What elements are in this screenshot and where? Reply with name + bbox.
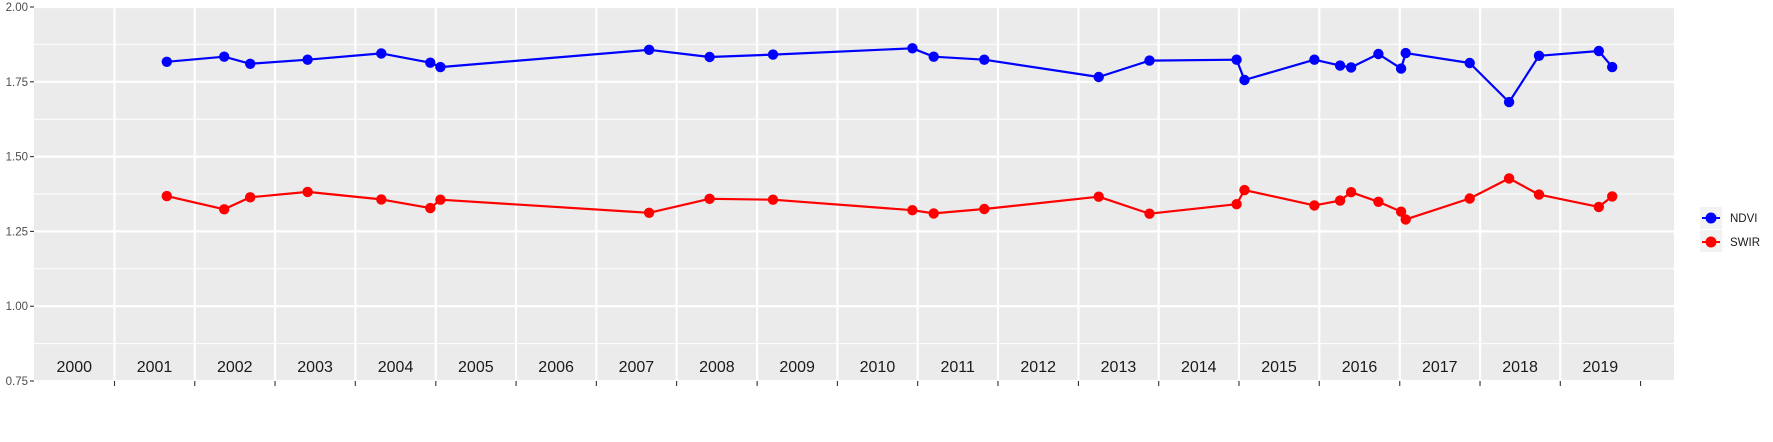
year-label: 2012 bbox=[1020, 359, 1056, 376]
y-tick-label: 1.75 bbox=[6, 77, 28, 89]
data-point-ndvi bbox=[376, 48, 387, 59]
data-point-swir bbox=[1309, 200, 1320, 211]
data-point-ndvi bbox=[1373, 48, 1384, 60]
data-point-ndvi bbox=[1334, 60, 1346, 71]
data-point-swir bbox=[1464, 193, 1475, 204]
year-label: 2011 bbox=[940, 359, 975, 376]
grid-lines bbox=[34, 5, 1674, 383]
data-point-ndvi bbox=[928, 51, 939, 62]
data-point-ndvi bbox=[979, 54, 990, 65]
data-point-swir bbox=[161, 190, 172, 202]
data-point-ndvi bbox=[435, 61, 446, 73]
data-point-ndvi bbox=[425, 57, 436, 68]
y-tick-label: 2.00 bbox=[6, 2, 28, 14]
data-point-swir bbox=[1093, 191, 1104, 202]
legend-marker-ndvi bbox=[1705, 212, 1717, 224]
y-tick-label: 1.50 bbox=[6, 152, 28, 164]
data-point-swir bbox=[1395, 206, 1407, 217]
data-point-swir bbox=[1503, 173, 1515, 184]
year-label: 2017 bbox=[1422, 359, 1458, 376]
data-point-ndvi bbox=[245, 58, 256, 69]
data-point-ndvi bbox=[1593, 45, 1605, 57]
data-point-swir bbox=[1400, 214, 1411, 225]
data-point-ndvi bbox=[704, 51, 715, 63]
data-point-swir bbox=[1231, 199, 1242, 210]
data-point-ndvi bbox=[1395, 63, 1407, 74]
data-point-ndvi bbox=[161, 56, 172, 67]
legend-label-swir: SWIR bbox=[1730, 237, 1760, 249]
data-point-ndvi bbox=[1093, 71, 1104, 83]
y-axis: 0.75 1.00 1.25 1.50 1.75 2.00 bbox=[6, 2, 1642, 388]
data-point-swir bbox=[767, 194, 779, 205]
y-tick-label: 0.75 bbox=[6, 376, 28, 388]
data-point-ndvi bbox=[219, 51, 230, 62]
data-point-swir bbox=[302, 186, 313, 198]
series-line-ndvi bbox=[166, 47, 1614, 104]
y-tick-label: 1.25 bbox=[6, 226, 28, 238]
data-point-swir bbox=[245, 192, 256, 203]
data-point-swir bbox=[1607, 191, 1618, 202]
year-label: 2019 bbox=[1583, 359, 1619, 376]
data-point-ndvi bbox=[643, 44, 655, 55]
data-point-swir bbox=[1345, 187, 1357, 198]
year-label: 2003 bbox=[297, 359, 333, 376]
data-point-swir bbox=[979, 203, 990, 215]
year-label: 2007 bbox=[619, 359, 655, 376]
data-point-ndvi bbox=[1239, 74, 1250, 86]
legend: NDVI SWIR bbox=[1700, 207, 1760, 252]
data-point-ndvi bbox=[1607, 61, 1618, 73]
year-label: 2005 bbox=[458, 359, 494, 376]
year-label: 2018 bbox=[1502, 359, 1538, 376]
year-label: 2000 bbox=[56, 359, 92, 376]
legend-marker-swir bbox=[1705, 236, 1717, 248]
year-label: 2010 bbox=[860, 359, 896, 376]
data-point-swir bbox=[1334, 195, 1346, 206]
data-point-ndvi bbox=[1533, 50, 1545, 61]
data-point-ndvi bbox=[1345, 62, 1357, 73]
data-point-ndvi bbox=[1144, 55, 1155, 66]
data-point-swir bbox=[1593, 201, 1605, 213]
data-point-swir bbox=[1373, 196, 1384, 207]
data-point-swir bbox=[907, 205, 918, 216]
y-tick-label: 1.00 bbox=[6, 301, 28, 313]
year-label: 2006 bbox=[538, 359, 574, 376]
year-label: 2002 bbox=[217, 359, 253, 376]
data-point-swir bbox=[435, 194, 446, 205]
year-label: 2009 bbox=[779, 359, 815, 376]
data-point-swir bbox=[704, 193, 715, 204]
year-label: 2013 bbox=[1101, 359, 1137, 376]
year-label: 2004 bbox=[378, 359, 414, 376]
data-point-ndvi bbox=[1309, 54, 1320, 65]
data-point-ndvi bbox=[1400, 47, 1411, 59]
data-point-ndvi bbox=[1231, 54, 1242, 65]
year-label: 2001 bbox=[137, 359, 173, 376]
data-point-swir bbox=[219, 204, 230, 215]
data-point-swir bbox=[1533, 189, 1545, 200]
data-point-ndvi bbox=[907, 43, 918, 54]
data-point-ndvi bbox=[1464, 57, 1475, 69]
data-point-ndvi bbox=[1503, 96, 1515, 108]
year-label: 2008 bbox=[699, 359, 735, 376]
data-point-ndvi bbox=[302, 54, 313, 65]
data-point-swir bbox=[928, 208, 939, 219]
year-label: 2016 bbox=[1342, 359, 1378, 376]
year-label: 2015 bbox=[1261, 359, 1297, 376]
data-point-swir bbox=[1239, 184, 1250, 196]
data-point-ndvi bbox=[767, 49, 779, 60]
year-label: 2014 bbox=[1181, 359, 1217, 376]
legend-label-ndvi: NDVI bbox=[1730, 213, 1757, 225]
year-labels: 2000 2001 2002 2003 2004 2005 2006 2007 2008 2009… bbox=[56, 359, 1618, 376]
data-point-swir bbox=[425, 202, 436, 214]
series-line-swir bbox=[166, 177, 1613, 221]
data-point-swir bbox=[376, 194, 387, 205]
data-point-swir bbox=[1144, 208, 1155, 219]
series-layer bbox=[161, 43, 1618, 225]
data-point-swir bbox=[643, 207, 655, 218]
